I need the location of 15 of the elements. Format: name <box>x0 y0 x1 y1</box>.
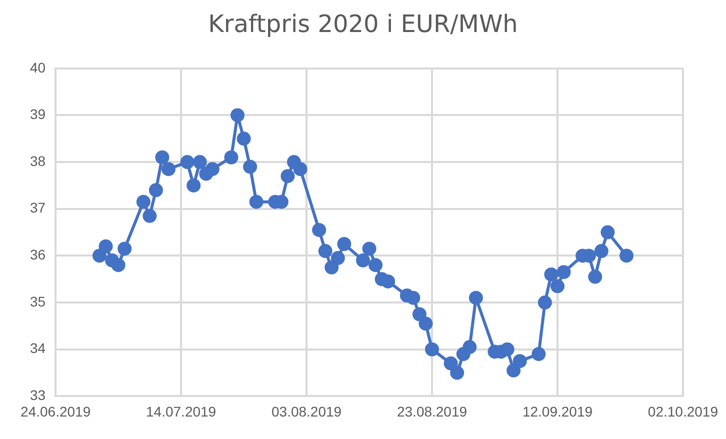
x-tick-label: 12.09.2019 <box>522 403 593 420</box>
x-tick-label: 14.07.2019 <box>146 403 216 420</box>
x-tick-label: 24.06.2019 <box>20 403 91 420</box>
y-tick-label: 37 <box>30 200 46 216</box>
x-tick-label: 03.08.2019 <box>271 403 342 420</box>
y-tick-label: 33 <box>30 387 46 404</box>
y-tick-label: 36 <box>30 246 46 263</box>
y-tick-label: 40 <box>30 59 46 76</box>
x-tick-label: 02.10.2019 <box>648 403 718 420</box>
y-tick-label: 35 <box>30 293 46 310</box>
y-tick-label: 39 <box>30 106 46 122</box>
y-tick-label: 34 <box>30 340 46 356</box>
chart-title: Kraftpris 2020 i EUR/MWh <box>207 10 519 38</box>
y-tick-label: 38 <box>30 152 46 169</box>
x-tick-label: 23.08.2019 <box>396 403 468 420</box>
